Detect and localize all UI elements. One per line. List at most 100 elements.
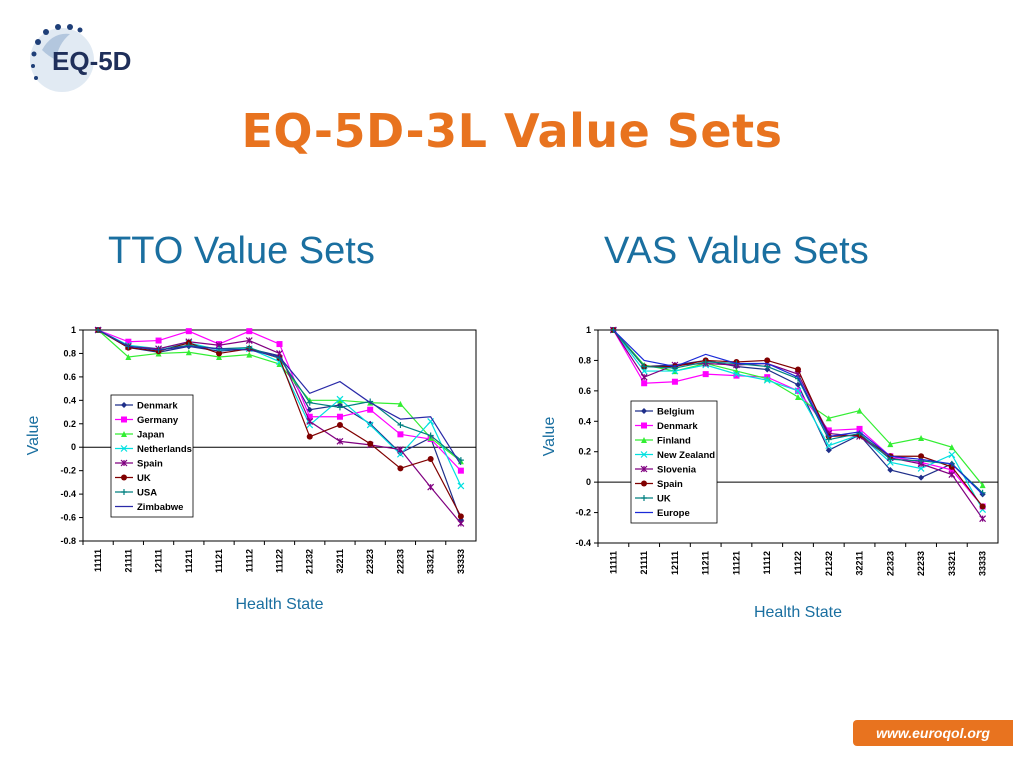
y-axis-label: Value — [25, 416, 42, 456]
legend-marker — [120, 459, 128, 467]
x-axis-label: Health State — [754, 604, 842, 621]
x-tick-label: 22323 — [365, 549, 375, 574]
data-point — [918, 474, 925, 481]
legend-marker — [641, 480, 647, 487]
legend-label: Spain — [657, 479, 683, 490]
page-title: EQ-5D-3L Value Sets — [241, 104, 783, 158]
data-point — [246, 351, 253, 358]
data-point — [702, 358, 709, 365]
data-point — [764, 363, 771, 370]
x-tick-label: 11112 — [762, 551, 772, 575]
data-point — [825, 415, 832, 422]
y-tick-label: 0.6 — [578, 386, 591, 396]
x-tick-label: 32211 — [335, 549, 345, 574]
legend-label: Japan — [137, 430, 165, 441]
series-line — [612, 329, 984, 495]
data-point — [763, 376, 771, 384]
data-point — [306, 418, 314, 425]
y-tick-label: -0.4 — [60, 489, 76, 499]
data-point — [764, 366, 771, 373]
y-tick-label: 0.2 — [63, 419, 76, 429]
x-tick-label: 11122 — [793, 551, 803, 575]
data-point — [887, 441, 894, 448]
legend-label: Zimbabwe — [137, 502, 183, 513]
data-point — [457, 513, 464, 520]
data-point — [185, 342, 192, 349]
data-point — [366, 421, 374, 429]
data-point — [427, 432, 434, 439]
x-tick-label: 22233 — [395, 549, 405, 574]
data-point — [336, 404, 343, 411]
data-point — [397, 431, 404, 438]
data-point — [397, 400, 404, 407]
tto-subtitle: TTO Value Sets — [108, 230, 375, 272]
data-point — [125, 353, 132, 360]
data-point — [825, 427, 832, 434]
y-tick-label: -0.2 — [575, 508, 591, 518]
data-point — [367, 440, 374, 447]
legend-label: Netherlands — [137, 444, 192, 455]
y-tick-label: 0.8 — [63, 348, 76, 358]
data-point — [185, 328, 192, 335]
data-point — [795, 393, 801, 400]
legend-marker — [641, 437, 647, 443]
data-point — [702, 371, 709, 378]
data-point — [306, 399, 313, 406]
data-point — [125, 338, 132, 345]
y-tick-label: -0.6 — [60, 513, 76, 523]
y-tick-label: 1 — [586, 325, 591, 335]
x-tick-label: 11111 — [93, 549, 103, 572]
x-tick-label: 12111 — [670, 551, 680, 575]
data-point — [948, 471, 956, 478]
x-tick-label: 33333 — [978, 551, 988, 576]
legend-marker — [640, 451, 648, 458]
data-point — [427, 483, 435, 491]
footer-url[interactable]: www.euroqol.org — [853, 720, 1013, 746]
y-tick-label: -0.4 — [575, 538, 591, 548]
eq5d-logo: EQ-5D — [30, 24, 131, 92]
data-point — [764, 357, 771, 364]
data-point — [306, 413, 313, 420]
x-tick-label: 12111 — [154, 549, 164, 573]
legend-marker — [121, 416, 127, 423]
data-point — [795, 381, 801, 388]
data-point — [396, 446, 404, 453]
data-point — [336, 397, 343, 404]
y-tick-label: -0.2 — [60, 466, 76, 476]
legend-label: Slovenia — [657, 465, 697, 476]
legend-marker — [121, 474, 127, 481]
legend-label: Finland — [657, 436, 691, 447]
legend-marker — [640, 465, 648, 473]
data-point — [825, 447, 832, 454]
y-tick-label: 0.2 — [578, 447, 591, 457]
data-point — [306, 406, 313, 413]
legend-box — [630, 400, 718, 524]
data-point — [457, 467, 464, 474]
data-point — [397, 421, 404, 428]
x-tick-label: 33321 — [947, 551, 957, 576]
x-tick-label: 11112 — [244, 549, 254, 573]
data-point — [246, 328, 253, 335]
y-tick-label: 0 — [71, 442, 76, 452]
data-point — [733, 370, 740, 378]
x-tick-label: 22233 — [916, 551, 926, 576]
y-axis-label: Value — [541, 417, 558, 457]
legend-marker — [121, 489, 127, 495]
series-zimbabwe — [97, 329, 462, 466]
data-point — [948, 466, 955, 473]
legend-marker — [121, 431, 127, 437]
x-tick-label: 21232 — [305, 549, 315, 574]
data-point — [336, 421, 343, 428]
data-point — [671, 378, 678, 385]
data-point — [336, 395, 344, 403]
data-point — [671, 367, 679, 375]
data-point — [457, 519, 465, 527]
data-point — [457, 482, 465, 490]
y-tick-label: 0 — [586, 477, 591, 487]
data-point — [918, 453, 925, 460]
logo-text: EQ-5D — [52, 46, 131, 76]
y-tick-label: 0.6 — [63, 372, 76, 382]
x-tick-label: 11121 — [731, 551, 741, 575]
